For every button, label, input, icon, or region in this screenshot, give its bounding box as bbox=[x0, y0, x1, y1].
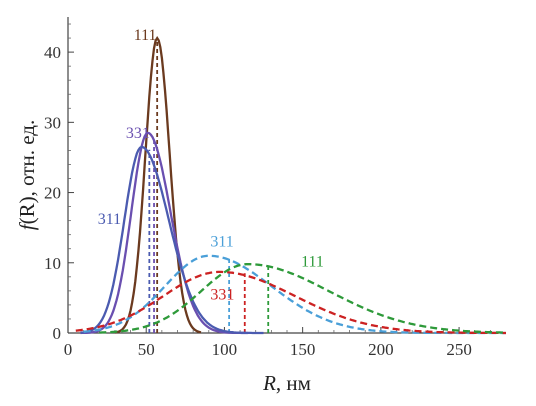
x-tick-label: 150 bbox=[290, 340, 316, 359]
y-tick-label: 40 bbox=[44, 43, 61, 62]
series-label: 111 bbox=[301, 253, 324, 270]
curve-labels: 111 331 311 311 331 111 bbox=[98, 27, 324, 303]
x-tick-label: 100 bbox=[212, 340, 238, 359]
x-tick-label: 200 bbox=[368, 340, 394, 359]
x-tick-label: 0 bbox=[64, 340, 73, 359]
x-axis-label: R, нм bbox=[262, 371, 311, 395]
x-axis-label-symbol: R bbox=[262, 371, 276, 395]
peak-markers bbox=[148, 38, 270, 333]
axis-ticks: 0 50 100 150 200 250 0 10 20 30 40 bbox=[44, 23, 491, 359]
y-tick-label: 20 bbox=[44, 184, 61, 203]
series-label: 331 bbox=[126, 125, 150, 142]
series-label: 111 bbox=[134, 27, 157, 44]
x-tick-label: 50 bbox=[138, 340, 155, 359]
series-line bbox=[83, 254, 506, 335]
y-tick-label: 30 bbox=[44, 113, 61, 132]
distribution-curves bbox=[75, 35, 507, 335]
x-tick-label: 250 bbox=[446, 340, 472, 359]
series-line bbox=[75, 270, 506, 335]
y-tick-label: 0 bbox=[53, 324, 62, 343]
series-line bbox=[80, 131, 248, 335]
y-axis-label-rest: (R), отн. ед. bbox=[15, 120, 39, 225]
series-label: 311 bbox=[210, 234, 233, 251]
y-axis-label: f(R), отн. ед. bbox=[15, 120, 39, 230]
series-line bbox=[99, 263, 507, 334]
y-tick-label: 10 bbox=[44, 254, 61, 273]
series-label: 331 bbox=[210, 286, 234, 303]
series-line bbox=[80, 145, 264, 335]
x-axis-label-unit: , нм bbox=[276, 371, 311, 395]
y-axis-label-symbol: f bbox=[15, 221, 39, 230]
series-label: 311 bbox=[98, 211, 121, 228]
